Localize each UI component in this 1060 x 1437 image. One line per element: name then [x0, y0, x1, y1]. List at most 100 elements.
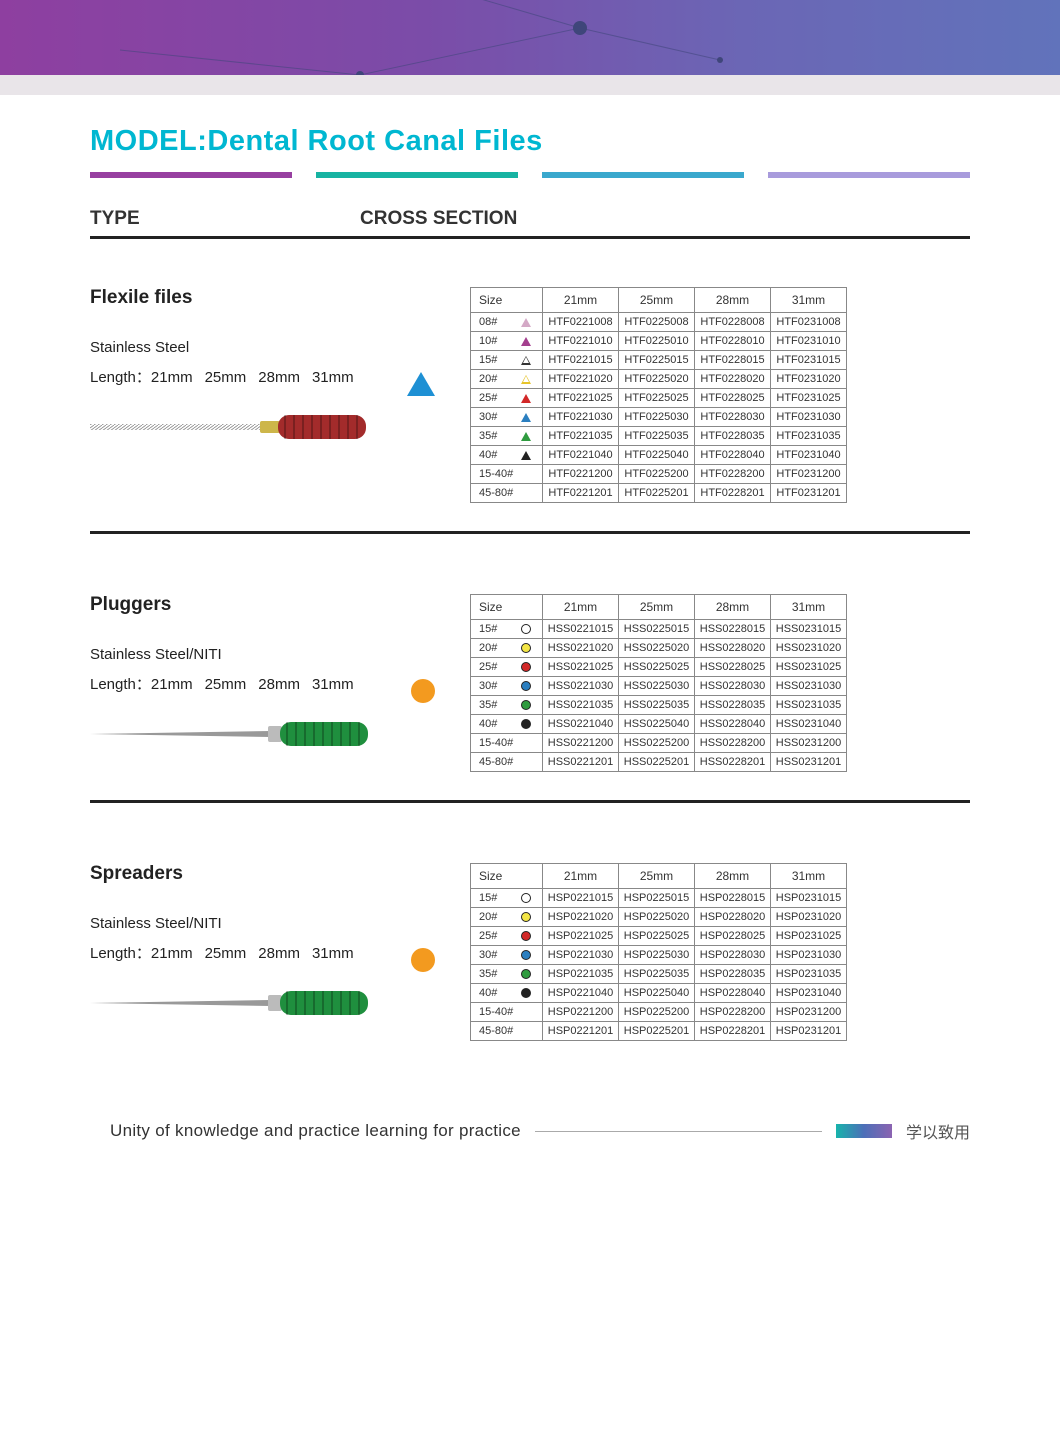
- table-header: 31mm: [771, 595, 847, 620]
- table-header: Size: [471, 864, 543, 889]
- table-cell: HTF0231020: [771, 370, 847, 389]
- table-cell: HSS0228201: [695, 753, 771, 772]
- size-circle-icon: [521, 988, 531, 998]
- table-cell: HTF0221040: [543, 446, 619, 465]
- table-cell: HSS0231030: [771, 677, 847, 696]
- table-row: 45-80#HSS0221201HSS0225201HSS0228201HSS0…: [471, 753, 847, 772]
- banner-network-graphic: [0, 0, 1060, 75]
- section-divider: [90, 800, 970, 803]
- page-footer: Unity of knowledge and practice learning…: [0, 1099, 1060, 1183]
- table-cell: HSS0225201: [619, 753, 695, 772]
- table-row: 45-80#HTF0221201HTF0225201HTF0228201HTF0…: [471, 484, 847, 503]
- table-row: 15-40#HTF0221200HTF0225200HTF0228200HTF0…: [471, 465, 847, 484]
- table-cell: HSP0231030: [771, 946, 847, 965]
- table-cell: HSP0228200: [695, 1003, 771, 1022]
- table-row: 45-80#HSP0221201HSP0225201HSP0228201HSP0…: [471, 1022, 847, 1041]
- table-cell: HSP0228025: [695, 927, 771, 946]
- table-size-cell: 45-80#: [471, 753, 543, 772]
- table-row: 40#HTF0221040HTF0225040HTF0228040HTF0231…: [471, 446, 847, 465]
- table-cell: HSP0221035: [543, 965, 619, 984]
- table-cell: HSP0225015: [619, 889, 695, 908]
- table-cell: HTF0225201: [619, 484, 695, 503]
- table-cell: HSP0228030: [695, 946, 771, 965]
- section-lengths: Length：21mm25mm28mm31mm: [90, 366, 440, 387]
- section-title: Flexile files: [90, 287, 440, 309]
- cross-section-indicator: [411, 679, 435, 703]
- section-table-wrap: Size21mm25mm28mm31mm15#HSP0221015HSP0225…: [470, 863, 847, 1041]
- table-size-cell: 40#: [471, 715, 543, 734]
- tool-illustration: [90, 407, 390, 447]
- table-cell: HSP0225040: [619, 984, 695, 1003]
- table-cell: HSS0228040: [695, 715, 771, 734]
- section-left: Spreaders Stainless Steel/NITI Length：21…: [90, 863, 470, 1028]
- size-triangle-icon: [521, 413, 531, 422]
- size-circle-icon: [521, 950, 531, 960]
- table-size-cell: 20#: [471, 908, 543, 927]
- table-size-cell: 35#: [471, 696, 543, 715]
- size-circle-icon: [521, 700, 531, 710]
- table-header: 25mm: [619, 595, 695, 620]
- table-cell: HSS0231035: [771, 696, 847, 715]
- table-cell: HSP0225035: [619, 965, 695, 984]
- size-circle-icon: [521, 969, 531, 979]
- table-size-cell: 35#: [471, 427, 543, 446]
- table-header: 31mm: [771, 288, 847, 313]
- table-row: 35#HSP0221035HSP0225035HSP0228035HSP0231…: [471, 965, 847, 984]
- size-circle-icon: [521, 662, 531, 672]
- table-cell: HSP0231201: [771, 1022, 847, 1041]
- table-cell: HSS0231020: [771, 639, 847, 658]
- top-banner: [0, 0, 1060, 75]
- size-circle-icon: [521, 624, 531, 634]
- table-cell: HTF0221035: [543, 427, 619, 446]
- table-cell: HSS0228025: [695, 658, 771, 677]
- table-cell: HTF0231015: [771, 351, 847, 370]
- table-cell: HTF0225020: [619, 370, 695, 389]
- table-cell: HSS0221030: [543, 677, 619, 696]
- table-cell: HTF0228200: [695, 465, 771, 484]
- cross-section-indicator: [411, 948, 435, 972]
- table-cell: HSS0225030: [619, 677, 695, 696]
- table-cell: HTF0221201: [543, 484, 619, 503]
- section-divider: [90, 531, 970, 534]
- table-cell: HTF0228015: [695, 351, 771, 370]
- table-size-cell: 15#: [471, 620, 543, 639]
- table-cell: HSS0221200: [543, 734, 619, 753]
- table-size-cell: 45-80#: [471, 1022, 543, 1041]
- table-cell: HTF0225030: [619, 408, 695, 427]
- size-circle-icon: [521, 643, 531, 653]
- table-cell: HSP0221030: [543, 946, 619, 965]
- table-cell: HSP0231035: [771, 965, 847, 984]
- table-size-cell: 45-80#: [471, 484, 543, 503]
- size-circle-icon: [521, 719, 531, 729]
- table-cell: HSP0225030: [619, 946, 695, 965]
- table-cell: HSP0225201: [619, 1022, 695, 1041]
- table-header: 28mm: [695, 864, 771, 889]
- table-cell: HTF0225008: [619, 313, 695, 332]
- table-header: Size: [471, 288, 543, 313]
- table-cell: HSS0225025: [619, 658, 695, 677]
- table-cell: HSS0221020: [543, 639, 619, 658]
- table-cell: HSS0231015: [771, 620, 847, 639]
- table-cell: HTF0225035: [619, 427, 695, 446]
- table-size-cell: 08#: [471, 313, 543, 332]
- section-title: Pluggers: [90, 594, 440, 616]
- table-cell: HTF0231008: [771, 313, 847, 332]
- table-cell: HTF0221020: [543, 370, 619, 389]
- table-cell: HSP0228201: [695, 1022, 771, 1041]
- table-cell: HSS0228030: [695, 677, 771, 696]
- table-size-cell: 15-40#: [471, 465, 543, 484]
- section-table-wrap: Size21mm25mm28mm31mm15#HSS0221015HSS0225…: [470, 594, 847, 772]
- table-size-cell: 30#: [471, 946, 543, 965]
- table-row: 30#HTF0221030HTF0225030HTF0228030HTF0231…: [471, 408, 847, 427]
- tool-illustration: [90, 714, 390, 754]
- table-cell: HTF0225010: [619, 332, 695, 351]
- footer-line: [535, 1131, 822, 1132]
- product-section: Flexile files Stainless Steel Length：21m…: [90, 287, 970, 503]
- table-cell: HTF0231010: [771, 332, 847, 351]
- table-cell: HSP0228020: [695, 908, 771, 927]
- table-cell: HTF0228030: [695, 408, 771, 427]
- size-circle-icon: [521, 681, 531, 691]
- table-header: 31mm: [771, 864, 847, 889]
- size-triangle-icon: [521, 337, 531, 346]
- section-material: Stainless Steel/NITI: [90, 915, 440, 932]
